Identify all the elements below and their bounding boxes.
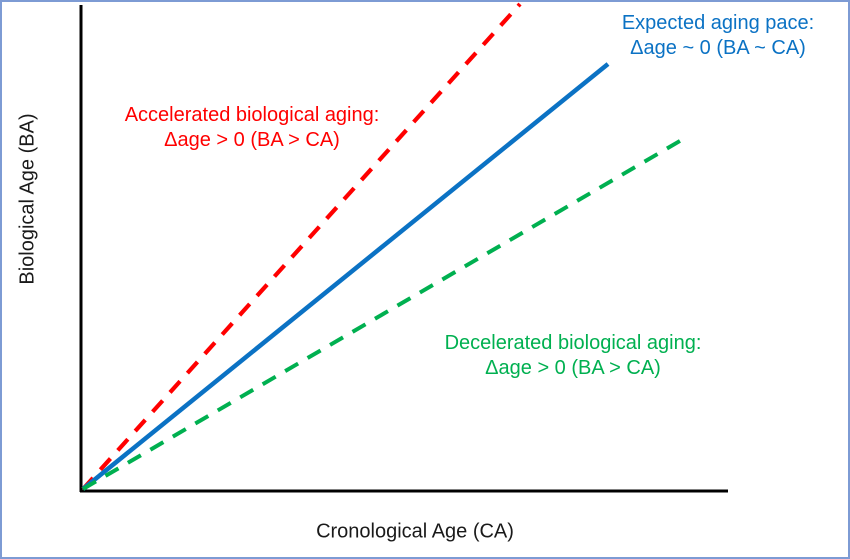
- decelerated-line: [81, 136, 687, 491]
- x-axis-label: Cronological Age (CA): [316, 520, 514, 543]
- annotation-decelerated-line1: Decelerated biological aging:: [444, 332, 702, 354]
- y-axis-label: Biological Age (BA): [16, 113, 39, 285]
- annotation-expected: Expected aging pace: Δage ~ 0 (BA ~ CA): [622, 11, 814, 61]
- expected-line: [81, 62, 610, 491]
- annotation-accelerated: Accelerated biological aging: Δage > 0 (…: [125, 103, 380, 153]
- annotation-decelerated-line2: Δage > 0 (BA > CA): [485, 357, 661, 379]
- annotation-accelerated-line2: Δage > 0 (BA > CA): [164, 129, 340, 151]
- accelerated-line: [81, 2, 522, 491]
- annotation-decelerated: Decelerated biological aging: Δage > 0 (…: [445, 331, 702, 381]
- annotation-accelerated-line1: Accelerated biological aging:: [124, 104, 380, 126]
- annotation-expected-line1: Expected aging pace:: [621, 12, 815, 34]
- annotation-expected-line2: Δage ~ 0 (BA ~ CA): [630, 37, 806, 59]
